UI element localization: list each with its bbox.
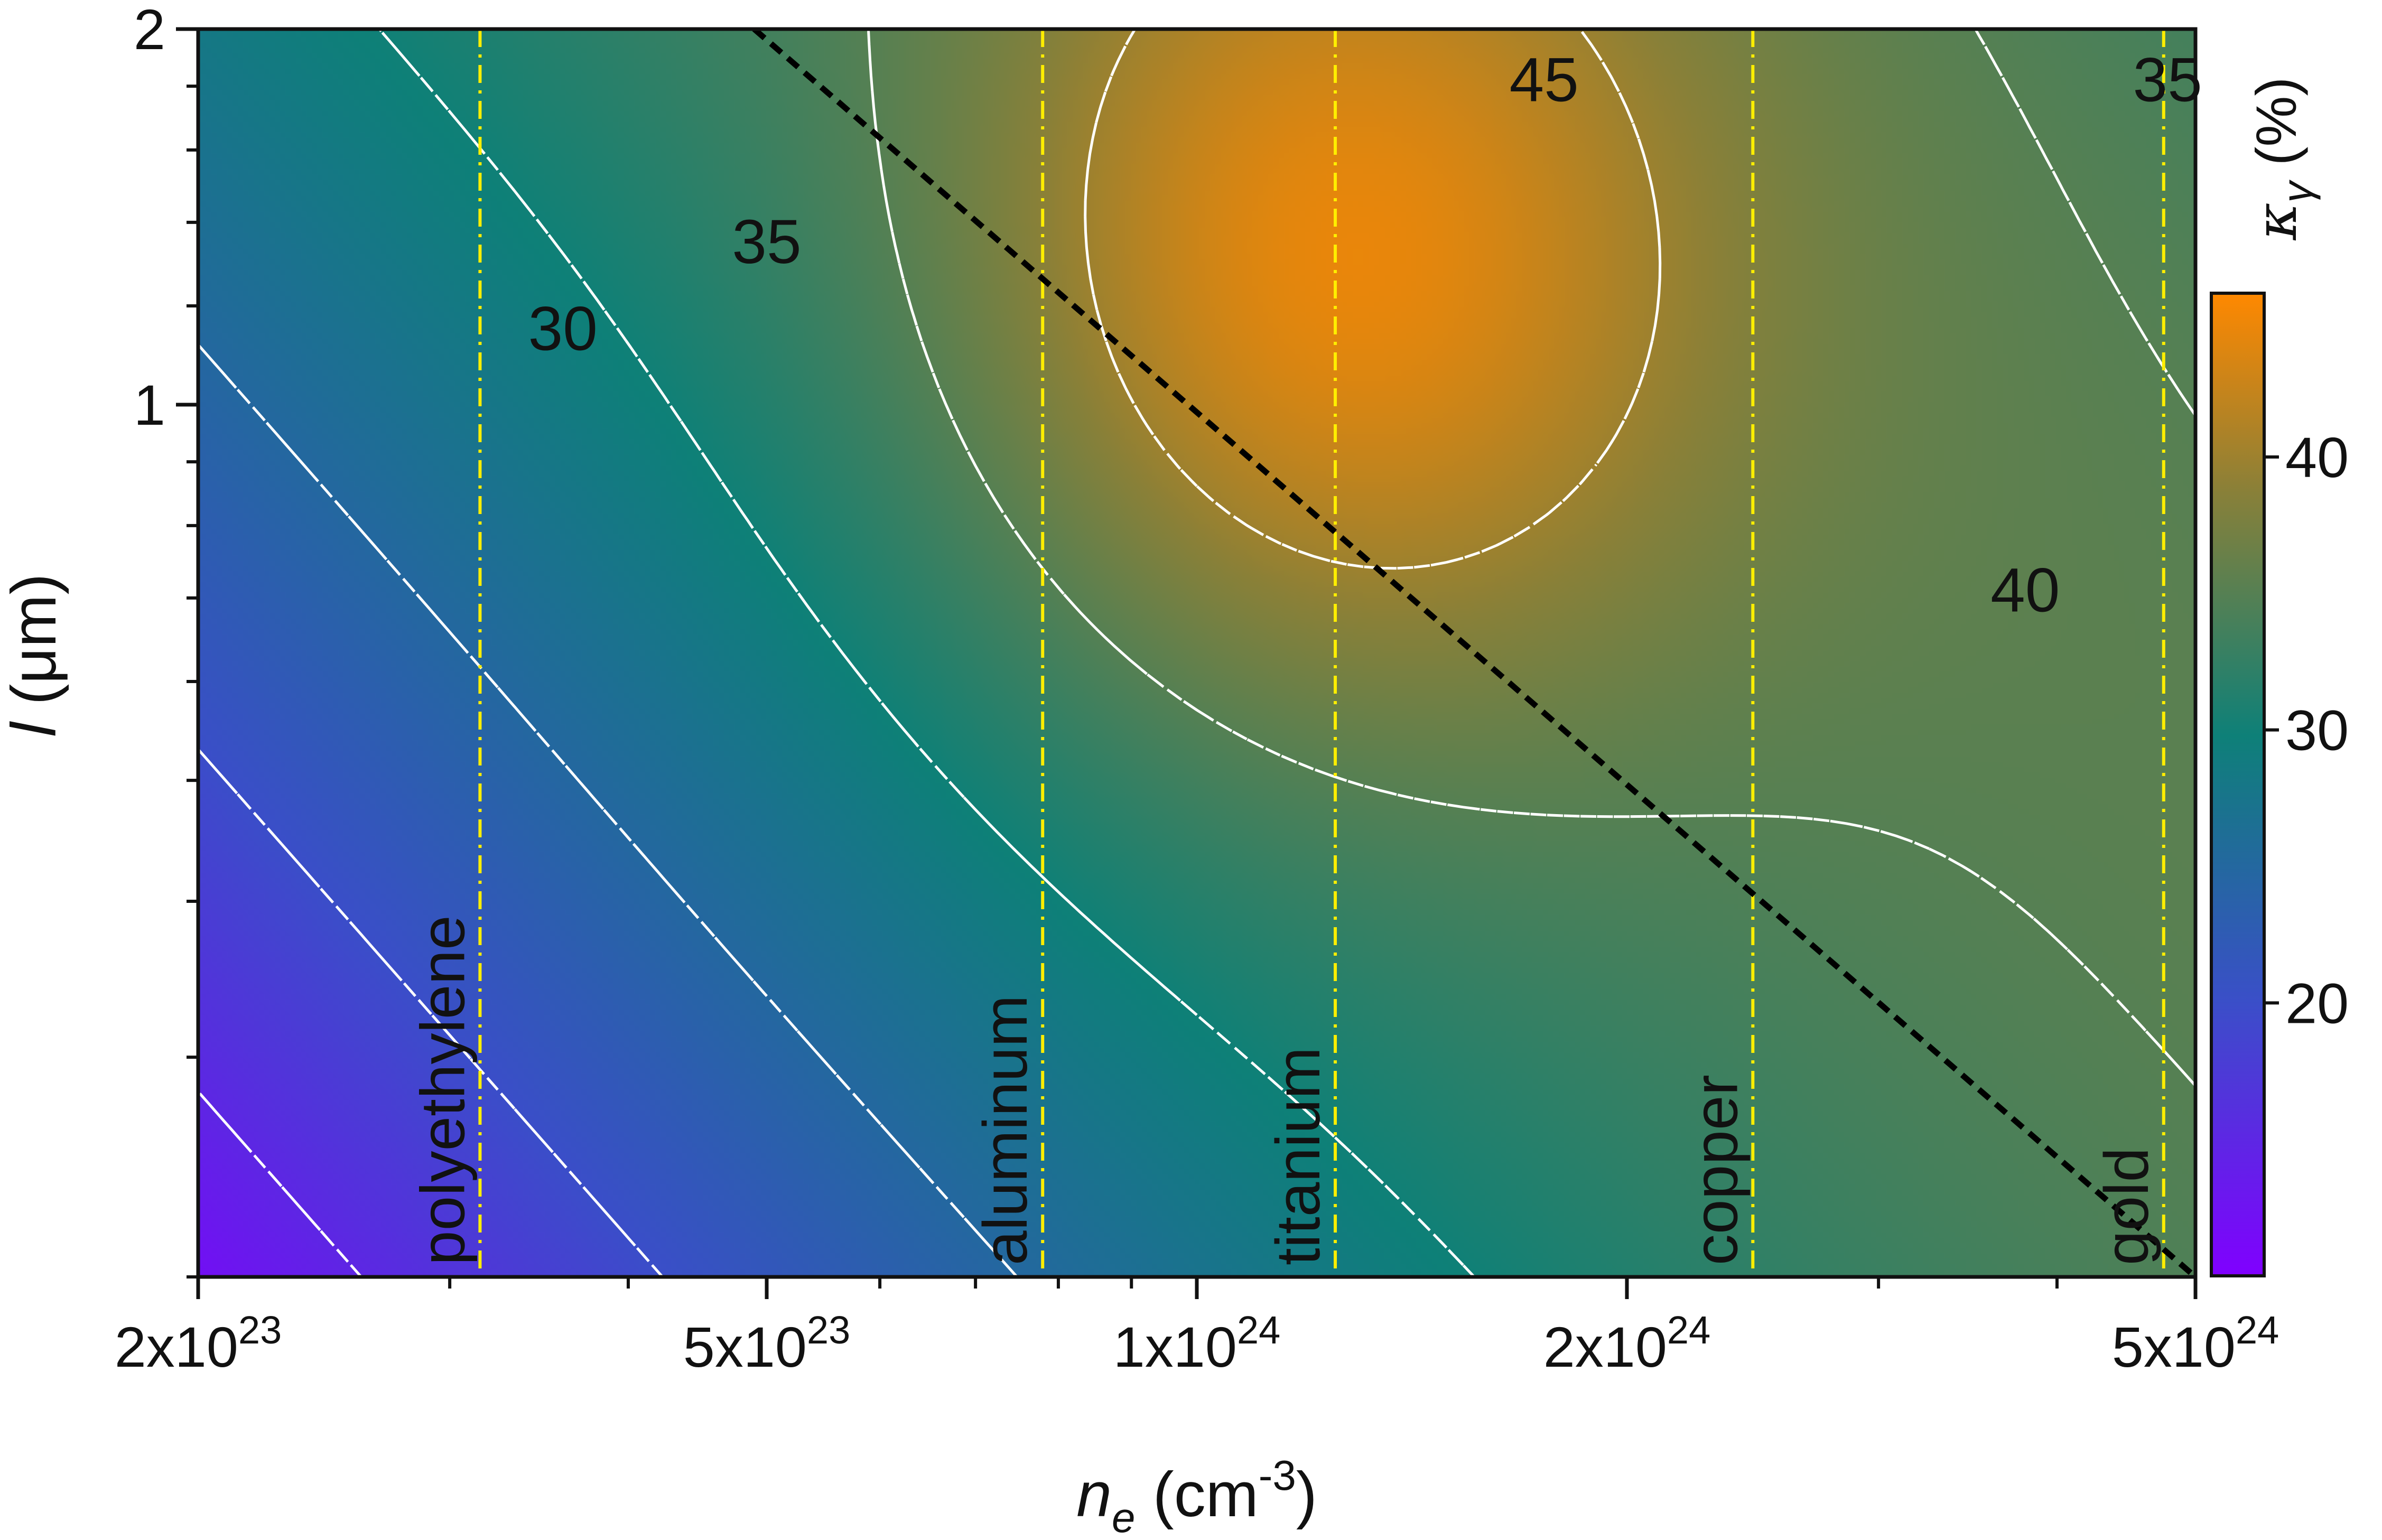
heatmap-image	[198, 29, 2195, 1277]
material-label: gold	[2092, 1147, 2162, 1265]
contour-label: 45	[1510, 45, 1579, 115]
colorbar-title: κγ (%)	[2244, 77, 2321, 241]
diagonal-guide	[752, 29, 2195, 1277]
x-tick-label: 2x1024	[1543, 1308, 1711, 1379]
material-label: titanium	[1263, 1047, 1333, 1265]
contour-line	[378, 29, 1475, 1277]
heatmap-field	[198, 29, 2195, 1277]
colorbar-ticks: 20 30 40	[2264, 425, 2349, 1035]
x-axis: 2x1023 5x1023 1x1024 2x1024 5x1024	[115, 1277, 2279, 1379]
colorbar: 20 30 40 κγ (%)	[2210, 77, 2349, 1277]
colorbar-ramp	[2210, 292, 2266, 1277]
contour-line	[1084, 29, 1662, 570]
colorbar-tick-label: 40	[2285, 425, 2349, 489]
material-labels: polyethylene aluminum titanium copper gold	[408, 915, 2161, 1265]
y-axis: 12	[134, 0, 198, 1278]
material-label: copper	[1681, 1075, 1751, 1265]
contour-label: 30	[528, 294, 598, 364]
material-label: aluminum	[971, 995, 1040, 1265]
x-tick-label: 5x1023	[683, 1308, 851, 1379]
contour-line	[198, 1090, 362, 1277]
contour-labels: 30 35 40 45 35	[528, 45, 2202, 626]
diagonal-line	[752, 29, 2195, 1277]
colorbar-tick-label: 30	[2285, 698, 2349, 762]
y-axis-title: l (μm)	[0, 573, 69, 736]
x-tick-label: 5x1024	[2112, 1308, 2279, 1379]
colorbar-tick-label: 20	[2285, 971, 2349, 1035]
contour-line	[867, 29, 2195, 1087]
y-tick-label: 1	[134, 373, 165, 437]
y-tick-label: 2	[134, 0, 165, 61]
contour-line	[198, 343, 1018, 1277]
contour-label: 35	[732, 207, 801, 277]
material-lines	[478, 29, 2165, 1277]
contour-label: 35	[2133, 45, 2202, 115]
x-tick-label: 1x1024	[1113, 1308, 1281, 1379]
contour-label: 40	[1990, 555, 2060, 625]
x-tick-label: 2x1023	[115, 1308, 282, 1379]
x-axis-title: ne (cm-3)	[1076, 1452, 1317, 1540]
contour-line	[198, 748, 664, 1277]
material-label: polyethylene	[408, 915, 478, 1265]
contour-lines	[198, 29, 2195, 1277]
